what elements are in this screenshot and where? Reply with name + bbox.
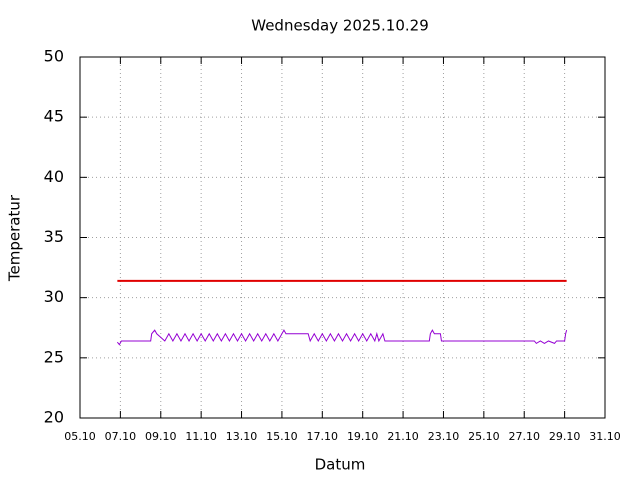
y-tick-label: 30: [44, 287, 64, 306]
chart-title: Wednesday 2025.10.29: [251, 17, 429, 35]
x-tick-label: 19.10: [347, 430, 379, 443]
x-tick-label: 05.10: [64, 430, 96, 443]
y-axis-label: Temperatur: [6, 194, 24, 282]
x-tick-label: 15.10: [266, 430, 298, 443]
x-tick-label: 25.10: [468, 430, 500, 443]
x-tick-label: 13.10: [226, 430, 258, 443]
x-tick-label: 17.10: [307, 430, 339, 443]
x-tick-label: 11.10: [185, 430, 217, 443]
y-tick-label: 35: [44, 227, 64, 246]
x-tick-label: 09.10: [145, 430, 177, 443]
x-tick-label: 31.10: [589, 430, 621, 443]
plot-frame: [79, 56, 606, 419]
x-tick-label: 23.10: [428, 430, 460, 443]
x-tick-label: 07.10: [105, 430, 137, 443]
data-line: [116, 329, 568, 346]
y-tick-label: 40: [44, 167, 64, 186]
x-tick-label: 21.10: [387, 430, 419, 443]
x-axis-label: Datum: [315, 456, 366, 474]
y-tick-label: 20: [44, 408, 64, 427]
y-tick-label: 50: [44, 47, 64, 66]
y-tick-label: 45: [44, 107, 64, 126]
x-tick-label: 29.10: [549, 430, 581, 443]
y-tick-label: 25: [44, 347, 64, 366]
x-tick-label: 27.10: [508, 430, 540, 443]
